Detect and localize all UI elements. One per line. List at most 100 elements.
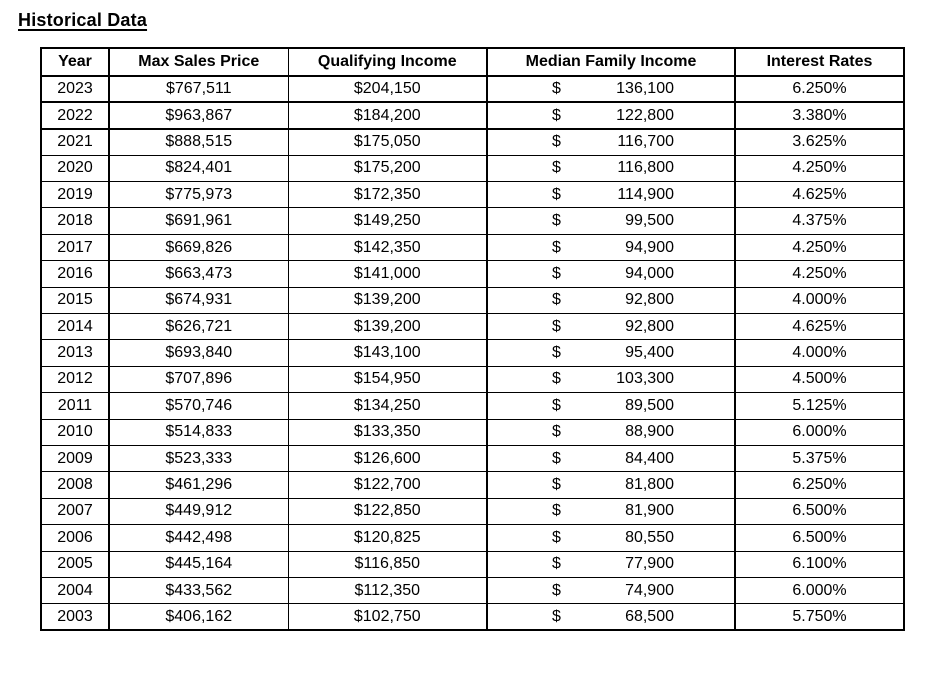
currency-symbol: $ <box>552 106 561 124</box>
year-cell: 2020 <box>40 154 110 183</box>
table-row: 2013 $693,840 $143,100 $ 95,400 4.000% <box>40 339 905 367</box>
column-header-qualifying-income: Qualifying Income <box>287 47 488 77</box>
median-income-amount: 81,900 <box>625 502 674 520</box>
currency-symbol: $ <box>552 185 561 203</box>
accounting-format: $ 122,800 <box>489 106 733 125</box>
year-cell: 2023 <box>40 75 110 104</box>
currency-symbol: $ <box>552 396 561 414</box>
accounting-format: $ 99,500 <box>489 212 733 230</box>
column-header-max-sales-price: Max Sales Price <box>108 47 289 77</box>
interest-rate-cell: 6.250% <box>734 75 905 104</box>
column-header-interest-rates: Interest Rates <box>734 47 905 77</box>
currency-symbol: $ <box>552 264 561 282</box>
currency-symbol: $ <box>552 528 561 546</box>
median-income-amount: 89,500 <box>625 396 674 414</box>
median-income-amount: 84,400 <box>625 449 674 467</box>
accounting-format: $ 116,700 <box>489 133 733 151</box>
max-sales-price-cell: $888,515 <box>108 128 289 156</box>
qualifying-income-cell: $120,825 <box>287 524 488 552</box>
table-row: 2020 $824,401 $175,200 $ 116,800 4.250% <box>40 154 905 183</box>
median-income-amount: 77,900 <box>625 555 674 573</box>
historical-data-table: Year Max Sales Price Qualifying Income M… <box>40 47 905 632</box>
max-sales-price-cell: $449,912 <box>108 497 289 526</box>
year-cell: 2019 <box>40 181 110 209</box>
qualifying-income-cell: $175,050 <box>287 128 488 156</box>
max-sales-price-cell: $707,896 <box>108 365 289 394</box>
max-sales-price-cell: $514,833 <box>108 418 289 446</box>
interest-rate-cell: 6.500% <box>734 497 905 526</box>
accounting-format: $ 89,500 <box>489 396 733 415</box>
qualifying-income-cell: $141,000 <box>287 260 488 288</box>
median-family-income-cell: $ 114,900 <box>486 181 736 209</box>
year-cell: 2009 <box>40 444 110 473</box>
year-cell: 2013 <box>40 339 110 367</box>
accounting-format: $ 94,000 <box>489 264 733 283</box>
interest-rate-cell: 5.750% <box>734 603 905 631</box>
year-cell: 2005 <box>40 550 110 578</box>
max-sales-price-cell: $663,473 <box>108 260 289 288</box>
qualifying-income-cell: $143,100 <box>287 339 488 367</box>
currency-symbol: $ <box>552 212 561 230</box>
qualifying-income-cell: $149,250 <box>287 207 488 235</box>
accounting-format: $ 92,800 <box>489 318 733 336</box>
table-row: 2019 $775,973 $172,350 $ 114,900 4.625% <box>40 181 905 209</box>
accounting-format: $ 103,300 <box>489 370 733 388</box>
median-family-income-cell: $ 92,800 <box>486 286 736 315</box>
year-cell: 2016 <box>40 260 110 288</box>
median-family-income-cell: $ 99,500 <box>486 207 736 235</box>
interest-rate-cell: 4.625% <box>734 313 905 341</box>
interest-rate-cell: 6.500% <box>734 524 905 552</box>
currency-symbol: $ <box>552 502 561 520</box>
table-row: 2021 $888,515 $175,050 $ 116,700 3.625% <box>40 128 905 156</box>
median-income-amount: 81,800 <box>625 476 674 494</box>
median-family-income-cell: $ 103,300 <box>486 365 736 394</box>
interest-rate-cell: 4.250% <box>734 154 905 183</box>
max-sales-price-cell: $445,164 <box>108 550 289 578</box>
median-income-amount: 74,900 <box>625 581 674 599</box>
max-sales-price-cell: $461,296 <box>108 471 289 499</box>
median-family-income-cell: $ 95,400 <box>486 339 736 367</box>
max-sales-price-cell: $669,826 <box>108 233 289 262</box>
currency-symbol: $ <box>552 159 561 177</box>
qualifying-income-cell: $184,200 <box>287 101 488 130</box>
median-family-income-cell: $ 116,700 <box>486 128 736 156</box>
year-cell: 2017 <box>40 233 110 262</box>
median-family-income-cell: $ 88,900 <box>486 418 736 446</box>
max-sales-price-cell: $767,511 <box>108 75 289 104</box>
max-sales-price-cell: $626,721 <box>108 313 289 341</box>
accounting-format: $ 81,900 <box>489 502 733 520</box>
interest-rate-cell: 4.625% <box>734 181 905 209</box>
accounting-format: $ 114,900 <box>489 185 733 204</box>
page-title: Historical Data <box>18 10 148 30</box>
median-income-amount: 68,500 <box>625 607 674 625</box>
accounting-format: $ 74,900 <box>489 581 733 600</box>
year-cell: 2015 <box>40 286 110 315</box>
median-family-income-cell: $ 84,400 <box>486 444 736 473</box>
max-sales-price-cell: $693,840 <box>108 339 289 367</box>
currency-symbol: $ <box>552 344 561 362</box>
median-family-income-cell: $ 94,000 <box>486 260 736 288</box>
year-cell: 2007 <box>40 497 110 526</box>
year-cell: 2010 <box>40 418 110 446</box>
table-row: 2016 $663,473 $141,000 $ 94,000 4.250% <box>40 260 905 288</box>
table-row: 2014 $626,721 $139,200 $ 92,800 4.625% <box>40 313 905 341</box>
median-income-amount: 92,800 <box>625 291 674 309</box>
currency-symbol: $ <box>552 423 561 441</box>
table-row: 2004 $433,562 $112,350 $ 74,900 6.000% <box>40 576 905 605</box>
table-row: 2003 $406,162 $102,750 $ 68,500 5.750% <box>40 603 905 631</box>
qualifying-income-cell: $122,700 <box>287 471 488 499</box>
table-row: 2015 $674,931 $139,200 $ 92,800 4.000% <box>40 286 905 315</box>
accounting-format: $ 136,100 <box>489 80 733 98</box>
table-row: 2005 $445,164 $116,850 $ 77,900 6.100% <box>40 550 905 578</box>
median-family-income-cell: $ 136,100 <box>486 75 736 104</box>
max-sales-price-cell: $406,162 <box>108 603 289 631</box>
qualifying-income-cell: $172,350 <box>287 181 488 209</box>
median-income-amount: 80,550 <box>625 528 674 546</box>
qualifying-income-cell: $139,200 <box>287 313 488 341</box>
qualifying-income-cell: $102,750 <box>287 603 488 631</box>
interest-rate-cell: 6.000% <box>734 418 905 446</box>
currency-symbol: $ <box>552 238 561 256</box>
median-family-income-cell: $ 116,800 <box>486 154 736 183</box>
accounting-format: $ 81,800 <box>489 476 733 494</box>
currency-symbol: $ <box>552 449 561 467</box>
